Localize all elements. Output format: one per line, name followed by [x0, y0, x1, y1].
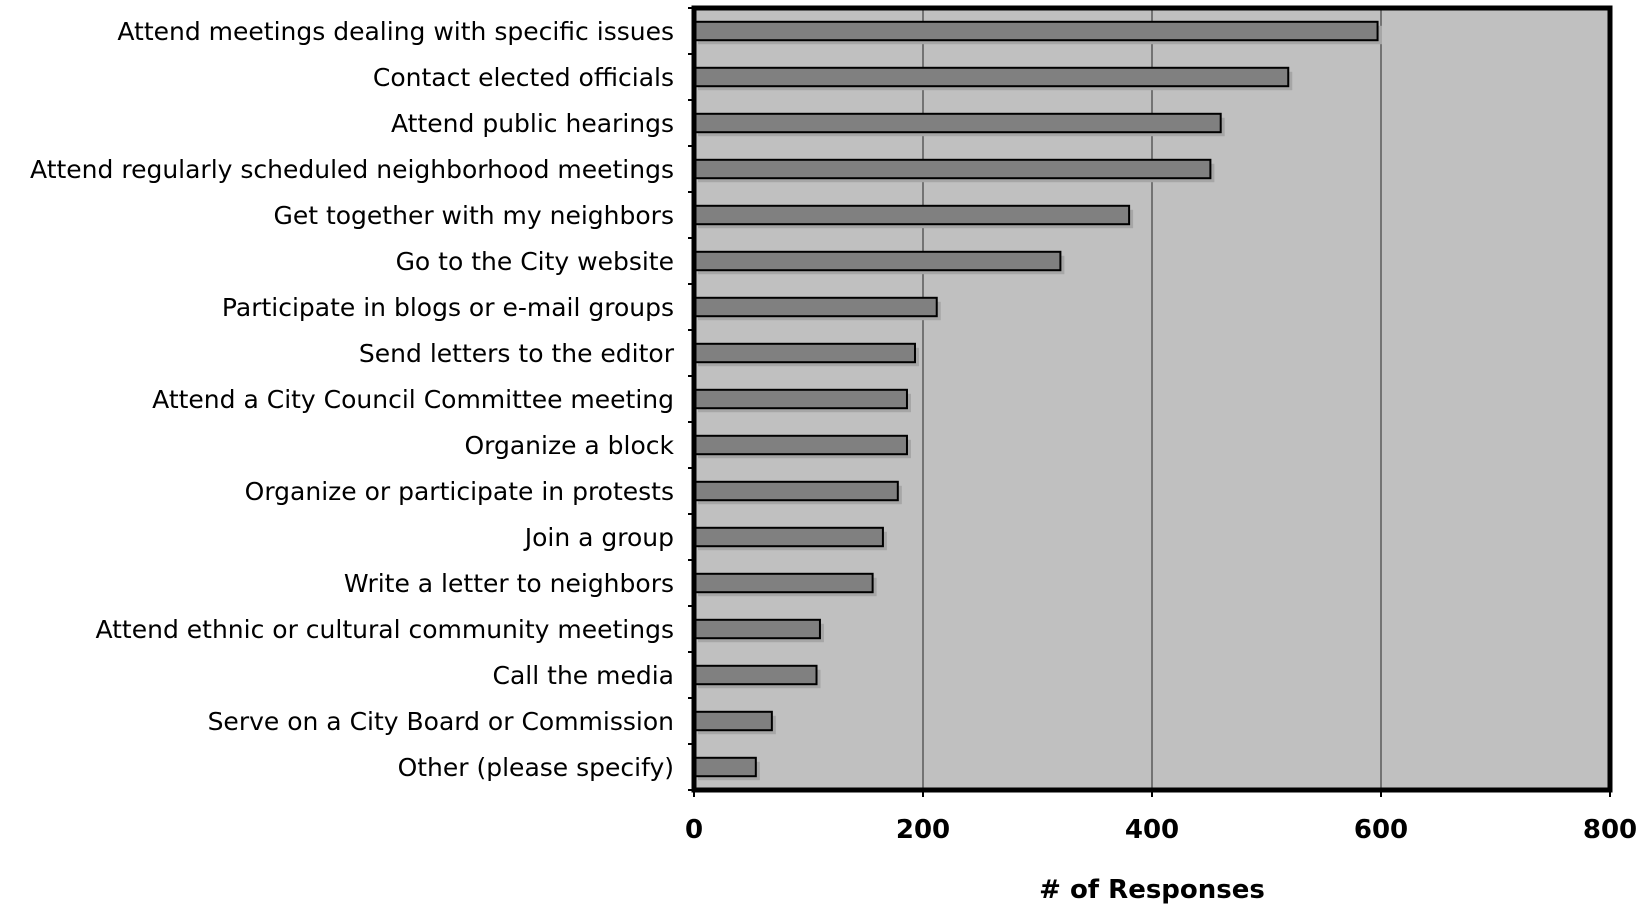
bar	[693, 158, 1212, 180]
category-label: Contact elected officials	[373, 63, 674, 92]
bar	[693, 618, 821, 640]
category-label: Join a group	[523, 523, 674, 552]
x-tick-label: 800	[1583, 815, 1637, 845]
category-label: Attend public hearings	[391, 109, 674, 138]
bar	[693, 664, 818, 686]
category-label: Call the media	[493, 661, 674, 690]
category-label: Get together with my neighbors	[273, 201, 674, 230]
category-label: Write a letter to neighbors	[344, 569, 674, 598]
category-label: Go to the City website	[396, 247, 674, 276]
bar	[693, 250, 1062, 272]
bar	[693, 112, 1222, 134]
x-tick-labels: 0 200 400 600 800	[685, 815, 1637, 845]
bar	[693, 572, 874, 594]
bar	[693, 388, 908, 410]
bar	[693, 204, 1131, 226]
bar	[693, 710, 773, 732]
bar	[693, 756, 757, 778]
category-label: Attend a City Council Committee meeting	[152, 385, 674, 414]
category-label: Send letters to the editor	[359, 339, 675, 368]
category-label: Participate in blogs or e-mail groups	[222, 293, 674, 322]
bars	[693, 20, 1382, 781]
x-axis-title: # of Responses	[1039, 875, 1265, 905]
bar	[693, 526, 884, 548]
bar	[693, 342, 916, 364]
gridlines	[922, 8, 1382, 790]
category-label: Attend ethnic or cultural community meet…	[95, 615, 674, 644]
bar	[693, 20, 1379, 42]
category-labels: Attend meetings dealing with specific is…	[30, 17, 675, 782]
category-label: Organize a block	[464, 431, 674, 460]
bar	[693, 434, 908, 456]
category-label: Other (please specify)	[398, 753, 674, 782]
axes	[688, 7, 1611, 797]
x-tick-label: 600	[1354, 815, 1408, 845]
bar	[693, 480, 899, 502]
x-tick-label: 200	[896, 815, 950, 845]
bar	[693, 66, 1290, 88]
category-label: Organize or participate in protests	[245, 477, 674, 506]
x-tick-label: 0	[685, 815, 703, 845]
x-tick-label: 400	[1125, 815, 1179, 845]
bar	[693, 296, 938, 318]
category-label: Attend regularly scheduled neighborhood …	[30, 155, 674, 184]
category-label: Attend meetings dealing with specific is…	[117, 17, 674, 46]
category-label: Serve on a City Board or Commission	[208, 707, 674, 736]
